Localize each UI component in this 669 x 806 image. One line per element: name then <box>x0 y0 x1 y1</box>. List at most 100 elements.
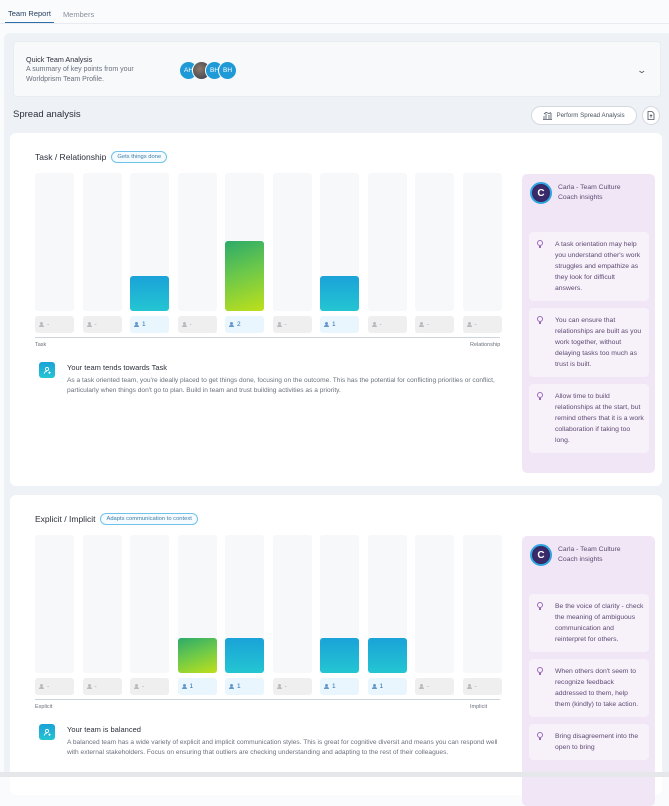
coach-tip-text: When others don't seem to recognize feed… <box>555 668 639 708</box>
coach-tip: You can ensure that relationships are bu… <box>529 308 649 377</box>
team-insight-icon <box>39 362 55 378</box>
member-count[interactable]: - <box>462 316 502 333</box>
person-icon <box>324 683 329 690</box>
axis-label-right: Relationship <box>470 342 501 348</box>
column-track <box>367 173 407 311</box>
member-count[interactable]: - <box>35 678 74 695</box>
count-value: - <box>47 683 50 690</box>
bar <box>225 638 264 673</box>
chevron-down-icon[interactable]: ⌄ <box>636 65 648 75</box>
column-track <box>82 535 122 673</box>
column-track <box>462 535 502 673</box>
chart-axis <box>35 337 500 338</box>
count-value: - <box>474 321 477 328</box>
spread-chart: - - 1 - 2 - 1 - - - <box>35 173 502 333</box>
count-value: 1 <box>379 683 384 690</box>
person-icon <box>466 683 472 690</box>
coach-logo-icon: C <box>530 182 552 204</box>
coach-tip-text: You can ensure that relationships are bu… <box>555 317 642 368</box>
perform-spread-analysis-button[interactable]: Perform Spread Analysis <box>531 106 637 125</box>
chart-icon <box>543 111 553 120</box>
coach-tip: When others don't seem to recognize feed… <box>529 659 649 717</box>
member-count[interactable]: 1 <box>320 678 359 695</box>
member-count[interactable]: 1 <box>130 316 169 333</box>
coach-tip: Bring disagreement into the open to brin… <box>529 724 649 760</box>
column-track <box>177 173 217 311</box>
count-value: - <box>284 321 287 328</box>
person-icon <box>466 321 472 328</box>
insight-title: Your team is balanced <box>67 725 141 734</box>
export-file-button[interactable] <box>642 106 660 125</box>
member-count[interactable]: - <box>367 316 407 333</box>
count-value: - <box>94 683 97 690</box>
member-avatars: AH BH BH <box>179 61 237 80</box>
member-count[interactable]: - <box>415 678 454 695</box>
member-count[interactable]: - <box>462 678 502 695</box>
lightbulb-icon <box>537 732 543 740</box>
spread-analysis-title: Spread analysis <box>13 109 81 120</box>
count-value: 1 <box>237 683 241 690</box>
member-count[interactable]: - <box>177 316 217 333</box>
insight-body: A balanced team has a wide variety of ex… <box>67 739 498 756</box>
sections-container: Task / Relationship Gets things done - - 1… <box>4 33 669 806</box>
column-track <box>35 173 74 311</box>
horizontal-scrollbar[interactable] <box>0 772 669 777</box>
coach-tip: A task orientation may help you understa… <box>529 232 649 301</box>
spread-chart: - - - 1 1 - 1 1 - - <box>35 535 502 695</box>
person-icon <box>229 321 234 328</box>
chart-axis <box>35 699 500 700</box>
axis-label-right: Implicit <box>470 704 488 710</box>
column-track <box>272 535 312 673</box>
person-icon <box>181 321 187 328</box>
count-value: - <box>427 683 430 690</box>
member-count[interactable]: - <box>272 678 312 695</box>
member-count[interactable]: - <box>82 678 122 695</box>
tab-team-report[interactable]: Team Report <box>5 9 54 23</box>
member-count[interactable]: 1 <box>225 678 264 695</box>
quick-analysis-title: Quick Team Analysis <box>26 55 93 64</box>
member-count[interactable]: - <box>415 316 454 333</box>
count-value: 2 <box>237 321 241 328</box>
column-track <box>415 535 454 673</box>
section-title: Explicit / Implicit Adapts communication… <box>35 513 198 525</box>
member-count[interactable]: - <box>82 316 122 333</box>
coach-tip: Allow time to build relationships at the… <box>529 384 649 453</box>
member-count[interactable]: - <box>130 678 169 695</box>
coach-tip-text: Be the voice of clarity - check the mean… <box>555 603 644 643</box>
avatar: BH <box>218 61 237 80</box>
member-count[interactable]: - <box>35 316 74 333</box>
lightbulb-icon <box>537 602 543 610</box>
axis-label-left: Explicit <box>35 704 53 710</box>
person-icon <box>371 321 377 328</box>
person-icon <box>39 321 44 328</box>
member-count[interactable]: 1 <box>367 678 407 695</box>
bar <box>367 638 407 673</box>
count-value: 1 <box>142 321 146 328</box>
column-track <box>272 173 312 311</box>
axis-label-left: Task <box>35 342 47 348</box>
person-icon <box>134 683 139 690</box>
member-count[interactable]: - <box>272 316 312 333</box>
member-count[interactable]: 1 <box>320 316 359 333</box>
lightbulb-icon <box>537 240 543 248</box>
tab-members[interactable]: Members <box>62 10 95 19</box>
explicit-implicit-card: Explicit / Implicit Adapts communication… <box>10 495 662 806</box>
perform-spread-analysis-label: Perform Spread Analysis <box>556 112 625 119</box>
person-icon <box>276 683 282 690</box>
quick-team-analysis-panel[interactable]: Quick Team Analysis A summary of key poi… <box>13 41 661 97</box>
member-count[interactable]: 2 <box>225 316 264 333</box>
column-track <box>35 535 74 673</box>
coach-header: C Carla - Team Culture Coach insights <box>530 182 638 204</box>
section-title-text: Explicit / Implicit <box>35 514 96 524</box>
lightbulb-icon <box>537 316 543 324</box>
member-count[interactable]: 1 <box>177 678 217 695</box>
section-title: Task / Relationship Gets things done <box>35 151 168 163</box>
coach-logo-icon: C <box>530 544 552 566</box>
insight-title: Your team tends towards Task <box>67 363 168 372</box>
count-value: - <box>474 683 477 690</box>
file-export-icon <box>647 111 655 120</box>
bar <box>130 276 169 311</box>
person-icon <box>86 321 92 328</box>
count-value: - <box>94 321 97 328</box>
person-icon <box>39 683 44 690</box>
